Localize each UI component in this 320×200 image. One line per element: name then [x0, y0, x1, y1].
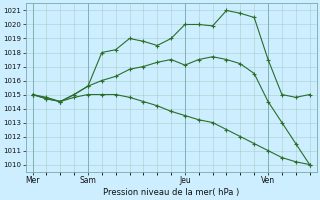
X-axis label: Pression niveau de la mer( hPa ): Pression niveau de la mer( hPa )	[103, 188, 239, 197]
